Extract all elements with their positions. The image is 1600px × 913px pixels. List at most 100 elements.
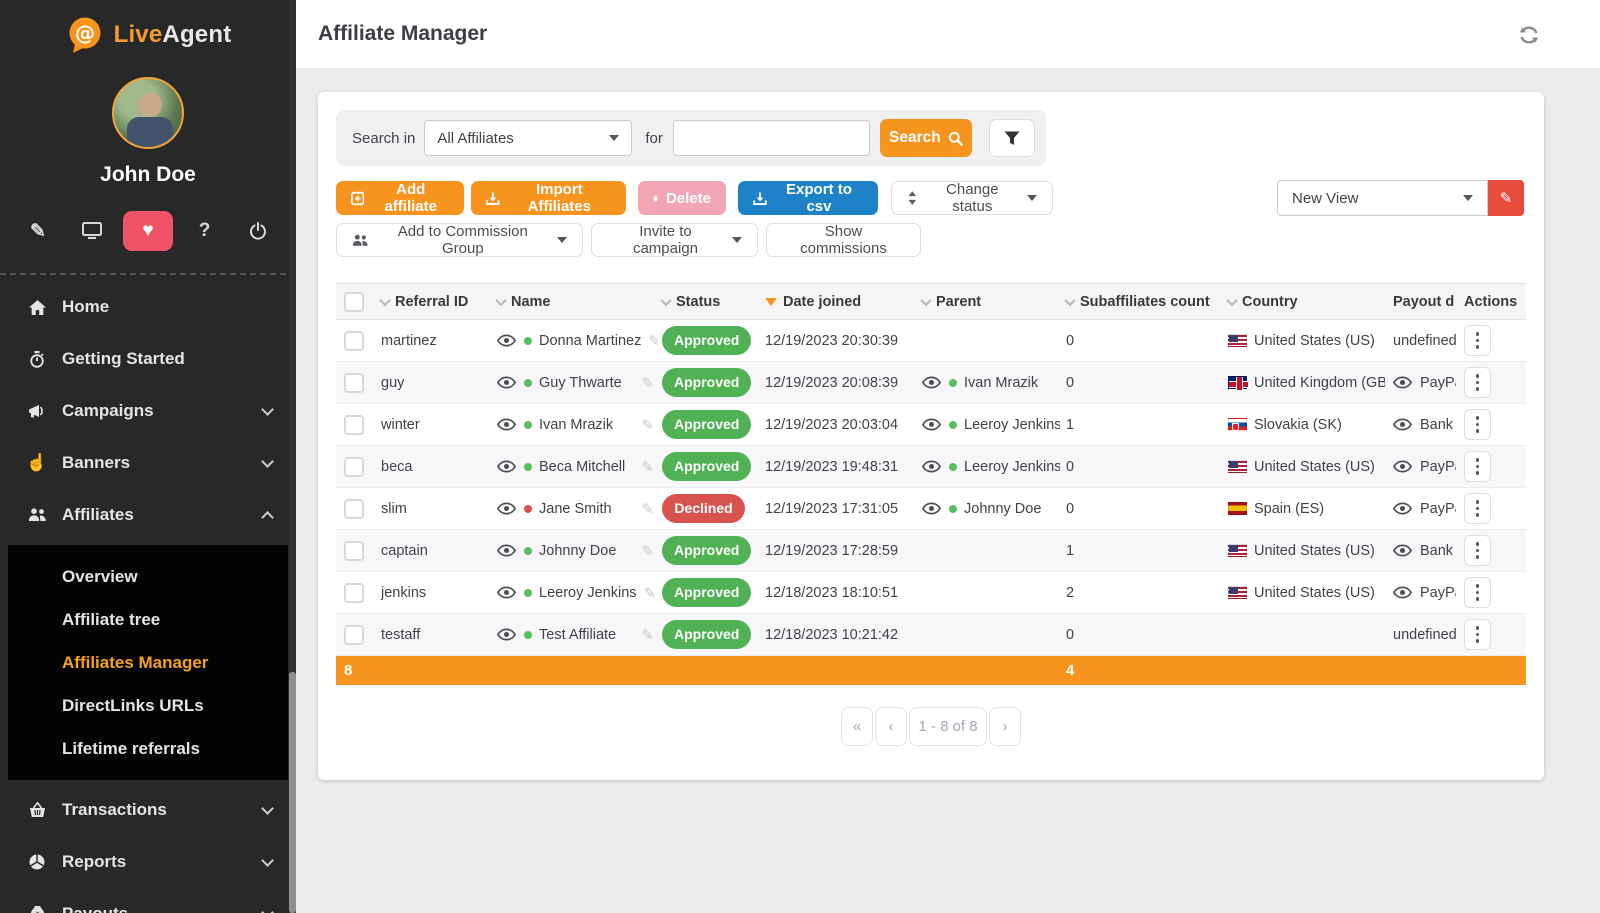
view-payout-icon[interactable] [1393, 586, 1413, 599]
health-status-button[interactable]: ♥ [123, 211, 173, 251]
refresh-icon[interactable] [1518, 24, 1540, 46]
view-affiliate-icon[interactable] [497, 586, 517, 599]
search-input[interactable] [672, 120, 870, 156]
row-actions-menu-button[interactable] [1464, 493, 1491, 524]
view-payout-icon[interactable] [1393, 502, 1413, 515]
column-header-country[interactable]: Country [1242, 293, 1298, 310]
view-affiliate-icon[interactable] [497, 544, 517, 557]
edit-name-icon[interactable]: ✎ [641, 458, 654, 476]
delete-button[interactable]: Delete [638, 181, 726, 215]
column-header-referral-id[interactable]: Referral ID [395, 293, 469, 310]
row-checkbox[interactable] [344, 540, 364, 561]
row-checkbox[interactable] [344, 330, 364, 351]
row-actions-menu-button[interactable] [1464, 577, 1491, 608]
column-header-date-joined[interactable]: Date joined [783, 293, 862, 310]
pagination-first-button[interactable]: « [841, 707, 873, 746]
sidebar-item-home[interactable]: Home [0, 281, 296, 333]
power-icon[interactable] [236, 211, 280, 251]
view-affiliate-icon[interactable] [497, 502, 517, 515]
brand-logo[interactable]: @ LiveAgent [0, 0, 296, 58]
table-row[interactable]: martinez Donna Martinez ✎ Approved 12/19… [336, 320, 1526, 362]
view-payout-icon[interactable] [1393, 418, 1413, 431]
view-affiliate-icon[interactable] [497, 418, 517, 431]
row-actions-menu-button[interactable] [1464, 451, 1491, 482]
column-header-name[interactable]: Name [511, 293, 551, 310]
view-affiliate-icon[interactable] [497, 628, 517, 641]
monitor-icon[interactable] [70, 211, 114, 251]
row-checkbox[interactable] [344, 624, 364, 645]
view-affiliate-icon[interactable] [497, 460, 517, 473]
view-select[interactable]: New View [1277, 180, 1488, 216]
user-avatar[interactable] [112, 77, 184, 149]
column-header-payout[interactable]: Payout d [1393, 293, 1455, 310]
invite-to-campaign-button[interactable]: Invite to campaign [591, 223, 758, 257]
edit-name-icon[interactable]: ✎ [641, 626, 654, 644]
sort-desc-active-icon[interactable] [765, 297, 777, 306]
sidebar-item-campaigns[interactable]: Campaigns [0, 385, 296, 437]
pagination-next-button[interactable]: › [989, 707, 1021, 746]
export-csv-button[interactable]: Export to csv [738, 181, 878, 215]
table-row[interactable]: captain Johnny Doe ✎ Approved 12/19/2023… [336, 529, 1526, 572]
sidebar-item-affiliates-manager[interactable]: Affiliates Manager [62, 652, 209, 672]
sort-icon[interactable] [920, 294, 932, 306]
help-icon[interactable]: ? [198, 220, 211, 241]
row-actions-menu-button[interactable] [1464, 367, 1491, 398]
sidebar-item-overview[interactable]: Overview [62, 566, 138, 586]
table-row[interactable]: slim Jane Smith ✎ Declined 12/19/2023 17… [336, 488, 1526, 530]
row-actions-menu-button[interactable] [1464, 325, 1491, 356]
view-payout-icon[interactable] [1393, 376, 1413, 389]
sort-icon[interactable] [1064, 294, 1076, 306]
view-parent-icon[interactable] [922, 502, 942, 515]
column-header-subaffiliates[interactable]: Subaffiliates count [1080, 293, 1210, 310]
sidebar-scrollbar-thumb[interactable] [289, 672, 296, 913]
pagination-prev-button[interactable]: ‹ [875, 707, 907, 746]
sidebar-item-reports[interactable]: Reports [0, 836, 296, 888]
filter-button[interactable] [988, 119, 1035, 157]
select-all-checkbox[interactable] [344, 291, 364, 312]
sort-icon[interactable] [660, 294, 672, 306]
row-actions-menu-button[interactable] [1464, 409, 1491, 440]
sidebar-item-getting-started[interactable]: Getting Started [0, 333, 296, 385]
row-actions-menu-button[interactable] [1464, 535, 1491, 566]
edit-name-icon[interactable]: ✎ [648, 332, 658, 350]
table-row[interactable]: winter Ivan Mrazik ✎ Approved 12/19/2023… [336, 404, 1526, 446]
row-checkbox[interactable] [344, 498, 364, 519]
sort-icon[interactable] [379, 294, 391, 306]
row-checkbox[interactable] [344, 414, 364, 435]
row-checkbox[interactable] [344, 582, 364, 603]
search-button[interactable]: Search [879, 119, 972, 157]
sidebar-item-payouts[interactable]: $ Payouts [0, 888, 296, 913]
edit-name-icon[interactable]: ✎ [643, 584, 657, 602]
edit-name-icon[interactable]: ✎ [641, 542, 654, 560]
add-to-commission-group-button[interactable]: Add to Commission Group [336, 223, 583, 257]
view-payout-icon[interactable] [1393, 544, 1413, 557]
change-status-button[interactable]: Change status [891, 181, 1053, 215]
edit-profile-icon[interactable]: ✎ [30, 220, 46, 242]
table-row[interactable]: testaff Test Affiliate ✎ Approved 12/18/… [336, 613, 1526, 656]
edit-name-icon[interactable]: ✎ [641, 416, 654, 434]
view-parent-icon[interactable] [922, 418, 942, 431]
sidebar-item-affiliates[interactable]: Affiliates [0, 489, 296, 541]
import-affiliates-button[interactable]: Import Affiliates [471, 181, 626, 215]
edit-view-button[interactable]: ✎ [1488, 180, 1524, 216]
view-parent-icon[interactable] [922, 376, 942, 389]
view-payout-icon[interactable] [1393, 460, 1413, 473]
show-commissions-button[interactable]: Show commissions [766, 223, 921, 257]
column-header-status[interactable]: Status [676, 293, 721, 310]
sidebar-item-directlinks-urls[interactable]: DirectLinks URLs [62, 695, 204, 715]
table-row[interactable]: beca Beca Mitchell ✎ Approved 12/19/2023… [336, 445, 1526, 488]
view-affiliate-icon[interactable] [497, 334, 517, 347]
sidebar-item-lifetime-referrals[interactable]: Lifetime referrals [62, 738, 200, 758]
sidebar-item-affiliate-tree[interactable]: Affiliate tree [62, 609, 161, 629]
sort-icon[interactable] [495, 294, 507, 306]
table-row[interactable]: guy Guy Thwarte ✎ Approved 12/19/2023 20… [336, 361, 1526, 404]
add-affiliate-button[interactable]: Add affiliate [336, 181, 464, 215]
view-affiliate-icon[interactable] [497, 376, 517, 389]
sort-icon[interactable] [1226, 294, 1238, 306]
sidebar-item-transactions[interactable]: Transactions [0, 784, 296, 836]
row-checkbox[interactable] [344, 372, 364, 393]
sidebar-scrollbar[interactable] [289, 0, 296, 913]
edit-name-icon[interactable]: ✎ [641, 500, 654, 518]
edit-name-icon[interactable]: ✎ [641, 374, 654, 392]
row-checkbox[interactable] [344, 456, 364, 477]
